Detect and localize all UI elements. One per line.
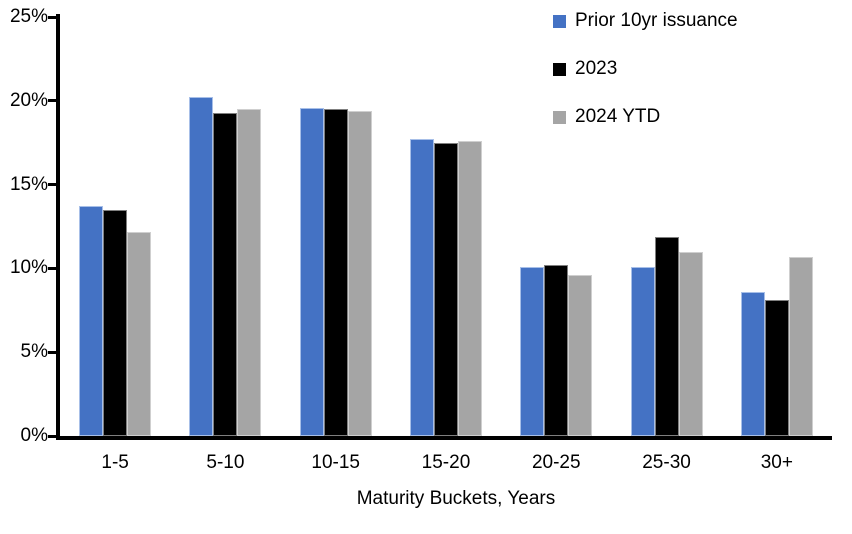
bar xyxy=(323,109,348,436)
bar xyxy=(79,206,104,436)
x-axis-tick-labels: 1-5 5-10 10-15 15-20 20-25 25-30 30+ xyxy=(60,452,832,474)
y-axis-labels: 0% 5% 10% 15% 20% 25% xyxy=(0,0,48,534)
y-axis-line xyxy=(56,14,60,440)
bar-group-15-20 xyxy=(391,17,501,436)
legend-label: 2024 YTD xyxy=(575,106,661,127)
x-axis-tick-label: 30+ xyxy=(760,452,793,473)
bar xyxy=(103,210,128,436)
bar-group-25-30 xyxy=(611,17,721,436)
x-axis-tick-label: 1-5 xyxy=(101,452,129,473)
y-axis-tick-mark xyxy=(48,351,57,354)
y-axis-tick-mark xyxy=(48,435,57,438)
x-axis-line xyxy=(56,436,832,440)
legend-label: 2023 xyxy=(575,58,618,79)
x-axis-title: Maturity Buckets, Years xyxy=(356,488,556,509)
bar-group-10-15 xyxy=(281,17,391,436)
y-axis-tick-label: 5% xyxy=(20,341,48,362)
x-axis-tick-label: 10-15 xyxy=(311,452,360,473)
y-axis-tick-mark xyxy=(48,267,57,270)
y-axis-tick-label: 20% xyxy=(9,90,48,111)
legend-item: 2024 YTD xyxy=(553,106,738,128)
bar xyxy=(678,252,703,436)
x-axis-tick-label: 25-30 xyxy=(642,452,691,473)
bar-group-20-25 xyxy=(501,17,611,436)
bar xyxy=(237,109,262,436)
plot-area xyxy=(60,17,832,436)
bar xyxy=(189,97,214,436)
y-axis-tick-label: 0% xyxy=(20,425,48,446)
legend-swatch xyxy=(553,110,566,124)
bar xyxy=(347,111,372,436)
y-axis-tick-mark xyxy=(48,183,57,186)
bar-group-5-10 xyxy=(170,17,280,436)
y-axis-tick-label: 15% xyxy=(9,174,48,195)
bar xyxy=(457,141,482,436)
bar xyxy=(409,139,434,436)
y-axis-tick-label: 10% xyxy=(9,257,48,278)
bar xyxy=(127,232,152,436)
x-axis-tick-label: 20-25 xyxy=(531,452,581,473)
bar xyxy=(568,275,593,436)
y-axis-tick-label: 25% xyxy=(9,6,48,27)
bar-group-1-5 xyxy=(60,17,170,436)
y-axis-tick-mark xyxy=(48,16,57,19)
y-axis-tick-mark xyxy=(48,99,57,102)
bar xyxy=(213,113,238,436)
bar xyxy=(544,265,569,436)
bar xyxy=(520,267,545,436)
x-axis-tick-label: 15-20 xyxy=(421,452,471,473)
legend-label: Prior 10yr issuance xyxy=(575,10,738,31)
legend-item: 2023 xyxy=(553,58,738,80)
bar-group-30+ xyxy=(722,17,832,436)
legend: Prior 10yr issuance 2023 2024 YTD xyxy=(553,10,738,154)
legend-swatch xyxy=(553,62,566,76)
bar xyxy=(299,108,324,436)
bar xyxy=(788,257,813,436)
bar xyxy=(764,300,789,436)
x-axis-tick-label: 5-10 xyxy=(206,452,245,473)
legend-swatch xyxy=(553,14,566,28)
bar xyxy=(433,143,458,436)
bar xyxy=(654,237,679,436)
bar xyxy=(630,267,655,436)
bar xyxy=(740,292,765,436)
legend-item: Prior 10yr issuance xyxy=(553,10,738,32)
